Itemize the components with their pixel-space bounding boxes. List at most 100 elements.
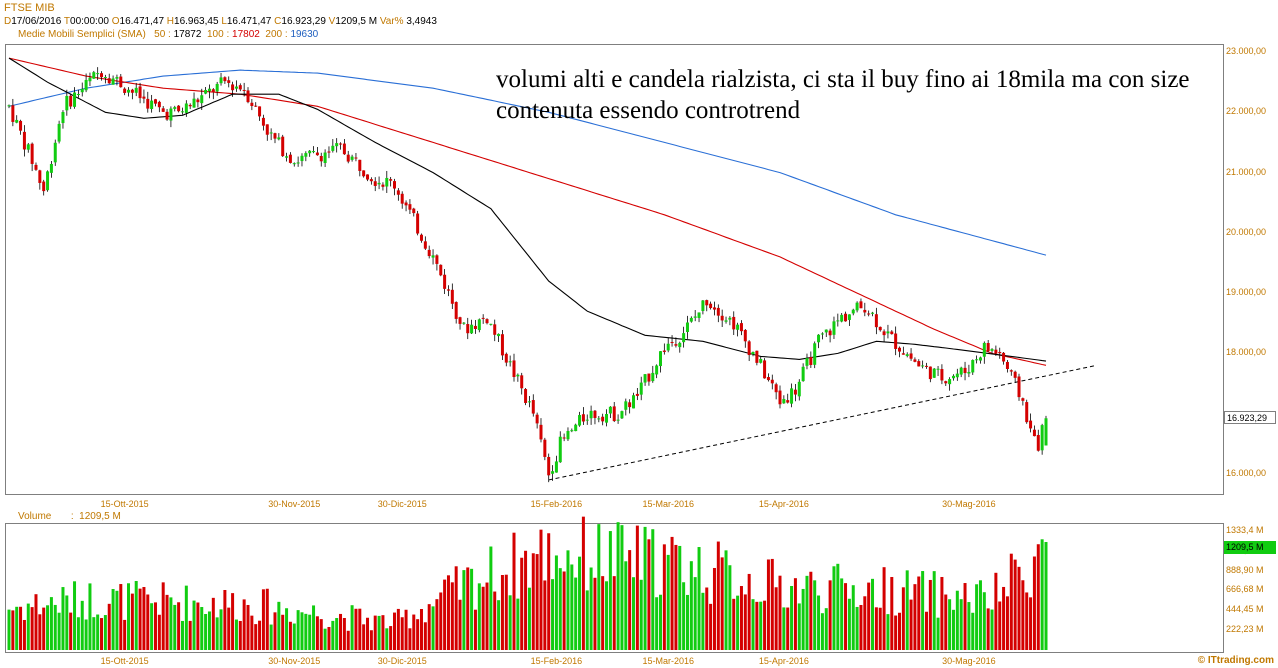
volume-bar	[682, 582, 686, 650]
volume-bar	[728, 565, 732, 650]
candle-body	[103, 77, 107, 79]
x-tick-label-bottom: 15-Ott-2015	[100, 656, 149, 666]
candle-body	[115, 77, 119, 79]
candle-body	[566, 430, 570, 440]
candle-body	[470, 324, 474, 334]
volume-bar	[385, 628, 389, 650]
volume-bar	[786, 607, 790, 650]
candle-body	[886, 331, 890, 334]
volume-bar	[327, 626, 331, 650]
volume-bar	[49, 597, 53, 650]
var-value: 3,4943	[406, 16, 437, 27]
volume-bar	[300, 612, 304, 650]
candle-body	[982, 342, 986, 357]
candle-body	[323, 152, 327, 164]
candle-body	[601, 416, 605, 422]
volume-bar	[732, 598, 736, 650]
volume-bar	[335, 618, 339, 650]
candle-body	[458, 317, 462, 324]
candle-body	[366, 174, 370, 180]
candle-body	[578, 415, 582, 426]
volume-bar	[774, 587, 778, 650]
candle-body	[331, 145, 335, 151]
candle-body	[951, 375, 955, 379]
candle-body	[177, 105, 181, 112]
volume-bar	[616, 522, 620, 650]
candle-body	[605, 414, 609, 423]
volume-bar	[554, 555, 558, 650]
volume-legend-value: 1209,5 M	[79, 511, 121, 522]
volume-bar	[578, 556, 582, 650]
volume-bar	[22, 619, 26, 650]
candle-body	[169, 108, 173, 121]
candle-body	[285, 156, 289, 158]
sma-label: Medie Mobili Semplici (SMA)	[18, 29, 146, 40]
candle-body	[871, 312, 875, 314]
volume-bar	[955, 590, 959, 650]
volume-bar	[88, 583, 92, 650]
candle-body	[512, 360, 516, 377]
candle-body	[662, 350, 666, 352]
volume-bar	[967, 602, 971, 650]
sma50-label: 50 :	[154, 29, 171, 40]
candle-body	[998, 351, 1002, 354]
candle-body	[204, 89, 208, 94]
volume-bar	[204, 613, 208, 650]
candle-body	[261, 117, 265, 126]
candle-body	[73, 92, 77, 107]
volume-bar	[250, 615, 254, 650]
time-value: 00:00:00	[70, 16, 109, 27]
candle-body	[689, 317, 693, 322]
candle-body	[1013, 371, 1017, 378]
volume-bar	[473, 609, 477, 650]
volume-bar	[574, 577, 578, 650]
volume-bar	[219, 609, 223, 650]
volume-bar	[828, 580, 832, 650]
volume-bar	[377, 615, 381, 650]
x-tick-label-top: 15-Mar-2016	[642, 499, 694, 509]
volume-bar	[312, 605, 316, 650]
volume-bar	[601, 576, 605, 650]
volume-bar	[246, 604, 250, 650]
volume-bar	[712, 567, 716, 650]
volume-bar	[454, 566, 458, 650]
volume-bar	[886, 614, 890, 650]
volume-bar	[130, 593, 134, 650]
volume-bar	[751, 599, 755, 650]
candle-body	[173, 107, 177, 109]
volume-bar	[1036, 544, 1040, 650]
candle-body	[100, 73, 104, 78]
volume-bar	[11, 610, 15, 650]
candle-body	[693, 316, 697, 318]
volume-bar	[273, 612, 277, 650]
volume-bar	[242, 599, 246, 650]
volume-bar	[446, 575, 450, 650]
volume-bar	[840, 578, 844, 650]
candle-body	[369, 179, 373, 182]
volume-bar	[689, 561, 693, 650]
volume-bar	[161, 582, 165, 650]
candle-body	[655, 365, 659, 375]
volume-bar	[30, 607, 34, 650]
candle-body	[562, 437, 566, 439]
volume-bar	[207, 611, 211, 650]
candle-body	[246, 90, 250, 103]
volume-bar	[142, 587, 146, 650]
volume-bar	[527, 587, 531, 650]
volume-bar	[755, 601, 759, 650]
volume-bar	[500, 575, 504, 650]
candle-body	[709, 303, 713, 309]
volume-bar	[354, 608, 358, 650]
candle-body	[716, 307, 720, 316]
candle-body	[990, 349, 994, 351]
volume-bar	[92, 617, 96, 650]
volume-bar	[759, 601, 763, 650]
x-tick-label-bottom: 30-Mag-2016	[942, 656, 996, 666]
candle-body	[435, 255, 439, 264]
volume-bar	[470, 568, 474, 650]
candle-body	[38, 170, 42, 183]
candle-body	[797, 381, 801, 397]
sma200-value: 19630	[290, 29, 319, 40]
volume-bar	[963, 583, 967, 650]
